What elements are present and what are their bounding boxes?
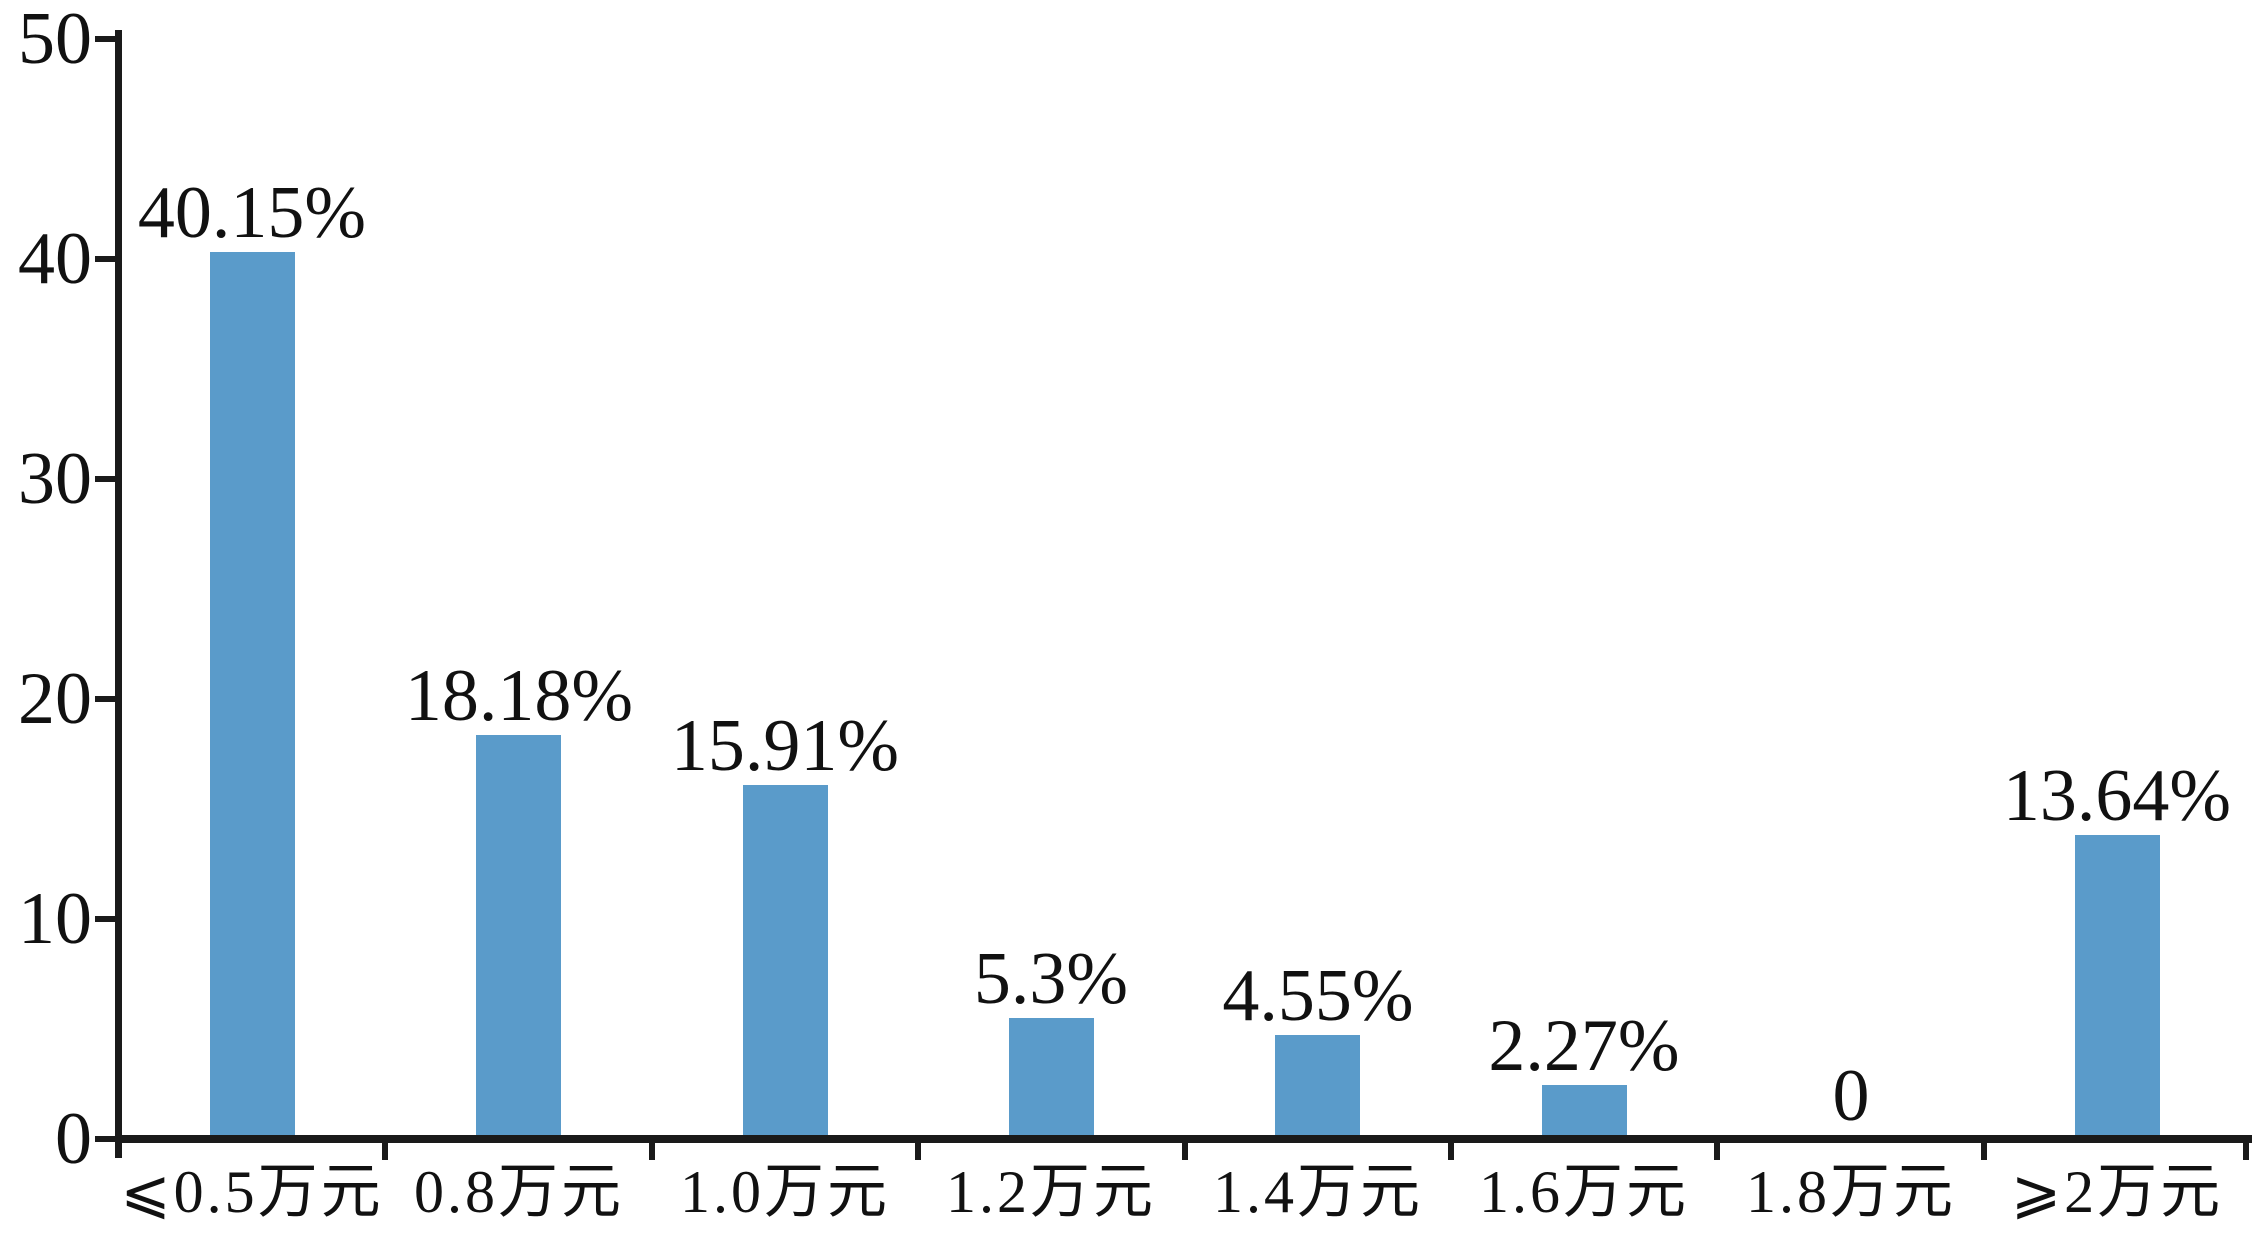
bar-value-label: 2.27% [1488, 1005, 1680, 1087]
y-axis-tick-label: 50 [18, 0, 92, 80]
x-tick-mark [915, 1143, 921, 1160]
x-axis-tick-label: 1.4万元 [1213, 1159, 1423, 1225]
y-tick-mark [95, 1136, 115, 1142]
x-axis-tick-label: 1.8万元 [1746, 1159, 1956, 1225]
bar-value-label: 5.3% [973, 938, 1129, 1020]
bar [476, 735, 561, 1135]
bar-value-label: 15.91% [670, 705, 900, 787]
x-axis-tick-label: 1.0万元 [680, 1159, 890, 1225]
y-tick-mark [95, 256, 115, 262]
y-axis-line [115, 30, 122, 1158]
y-tick-mark [95, 36, 115, 42]
bar [210, 252, 295, 1135]
x-axis-tick-label: 1.6万元 [1479, 1159, 1689, 1225]
x-tick-mark [649, 1143, 655, 1160]
bar [1009, 1018, 1094, 1135]
bar [1542, 1085, 1627, 1135]
bar [2075, 835, 2160, 1135]
x-tick-mark [1981, 1143, 1987, 1160]
bar-value-label: 4.55% [1222, 955, 1414, 1037]
y-axis-tick-label: 40 [18, 218, 92, 300]
x-tick-mark [1448, 1143, 1454, 1160]
y-tick-mark [95, 476, 115, 482]
y-axis-tick-label: 20 [18, 658, 92, 740]
x-axis-tick-label: ⩾2万元 [2010, 1159, 2224, 1225]
x-axis-tick-label: ⩽0.5万元 [120, 1159, 384, 1225]
y-axis-tick-label: 0 [55, 1098, 92, 1180]
y-axis-tick-label: 10 [18, 878, 92, 960]
bar [743, 785, 828, 1135]
bar-value-label: 40.15% [137, 172, 367, 254]
y-tick-mark [95, 916, 115, 922]
bar [1275, 1035, 1360, 1135]
x-axis-line [115, 1135, 2252, 1143]
x-tick-mark [2243, 1143, 2249, 1160]
x-tick-mark [382, 1143, 388, 1160]
y-axis-tick-label: 30 [18, 438, 92, 520]
bar-value-label: 13.64% [2002, 755, 2232, 837]
bar-value-label: 18.18% [404, 655, 634, 737]
x-tick-mark [1714, 1143, 1720, 1160]
y-tick-mark [95, 696, 115, 702]
bar-value-label: 0 [1832, 1055, 1870, 1137]
x-tick-mark [1182, 1143, 1188, 1160]
x-axis-tick-label: 1.2万元 [946, 1159, 1156, 1225]
x-axis-tick-label: 0.8万元 [414, 1159, 624, 1225]
